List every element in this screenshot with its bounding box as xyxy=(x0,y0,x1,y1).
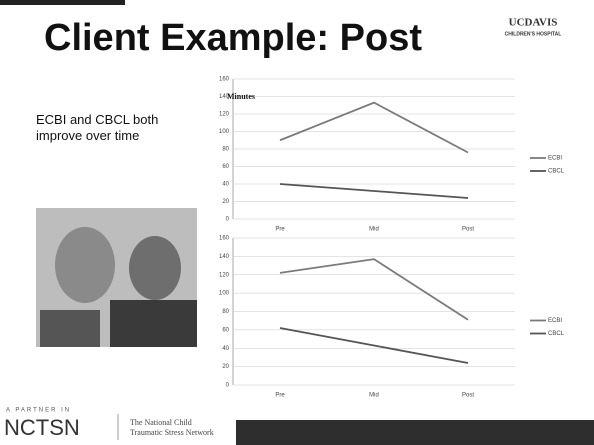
org-logo: NCTSN xyxy=(4,415,80,440)
x-tick-label: Mid xyxy=(369,393,379,399)
x-tick-label: Post xyxy=(462,393,474,399)
photo-figure xyxy=(129,236,181,300)
y-tick-label: 80 xyxy=(222,309,229,315)
series-line xyxy=(279,183,469,199)
y-tick-label: 60 xyxy=(222,327,229,333)
body-box: ECBI and CBCL both improve over time xyxy=(36,112,159,143)
series-line xyxy=(279,327,469,364)
slide-title: Client Example: Post xyxy=(44,17,422,59)
y-tick-label: 100 xyxy=(219,291,230,297)
footer-bar xyxy=(236,420,594,445)
x-tick-label: Post xyxy=(462,227,474,233)
y-tick-label: 140 xyxy=(219,254,230,260)
legend-label: ECBI xyxy=(548,318,562,324)
photo xyxy=(36,208,197,347)
y-tick-label: 40 xyxy=(222,346,229,352)
org-name: The National Child xyxy=(130,418,192,427)
photo-shirt xyxy=(110,300,197,347)
y-tick-label: 20 xyxy=(222,364,229,370)
y-tick-label: 0 xyxy=(226,383,230,389)
logo-bottom: CHILDREN'S HOSPITAL xyxy=(505,31,562,37)
y-tick-label: 60 xyxy=(222,164,229,170)
chart-title: Minutes xyxy=(227,92,255,101)
partner-text: A PARTNER IN xyxy=(6,408,71,414)
series-line xyxy=(279,258,469,321)
body-text: ECBI and CBCL both improve over time xyxy=(36,112,159,143)
y-tick-label: 120 xyxy=(219,112,230,118)
legend-label: CBCL xyxy=(548,331,565,337)
org-name: Traumatic Stress Network xyxy=(130,428,214,437)
y-tick-label: 160 xyxy=(219,77,230,83)
photo-shirt xyxy=(40,310,100,347)
series-line xyxy=(279,101,469,154)
legend-label: CBCL xyxy=(548,169,565,175)
y-tick-label: 160 xyxy=(219,236,230,242)
x-tick-label: Pre xyxy=(275,227,285,233)
y-tick-label: 80 xyxy=(222,147,229,153)
logo-top: UCDAVIS xyxy=(509,17,558,29)
top-bar xyxy=(0,0,125,5)
photo-figure xyxy=(55,227,115,303)
y-tick-label: 40 xyxy=(222,182,229,188)
y-tick-label: 0 xyxy=(226,217,230,223)
x-tick-label: Mid xyxy=(369,227,379,233)
x-tick-label: Pre xyxy=(275,393,285,399)
y-tick-label: 20 xyxy=(222,199,229,205)
legend-label: ECBI xyxy=(548,156,562,162)
y-tick-label: 120 xyxy=(219,272,230,278)
y-tick-label: 140 xyxy=(219,94,230,100)
y-tick-label: 100 xyxy=(219,129,230,135)
